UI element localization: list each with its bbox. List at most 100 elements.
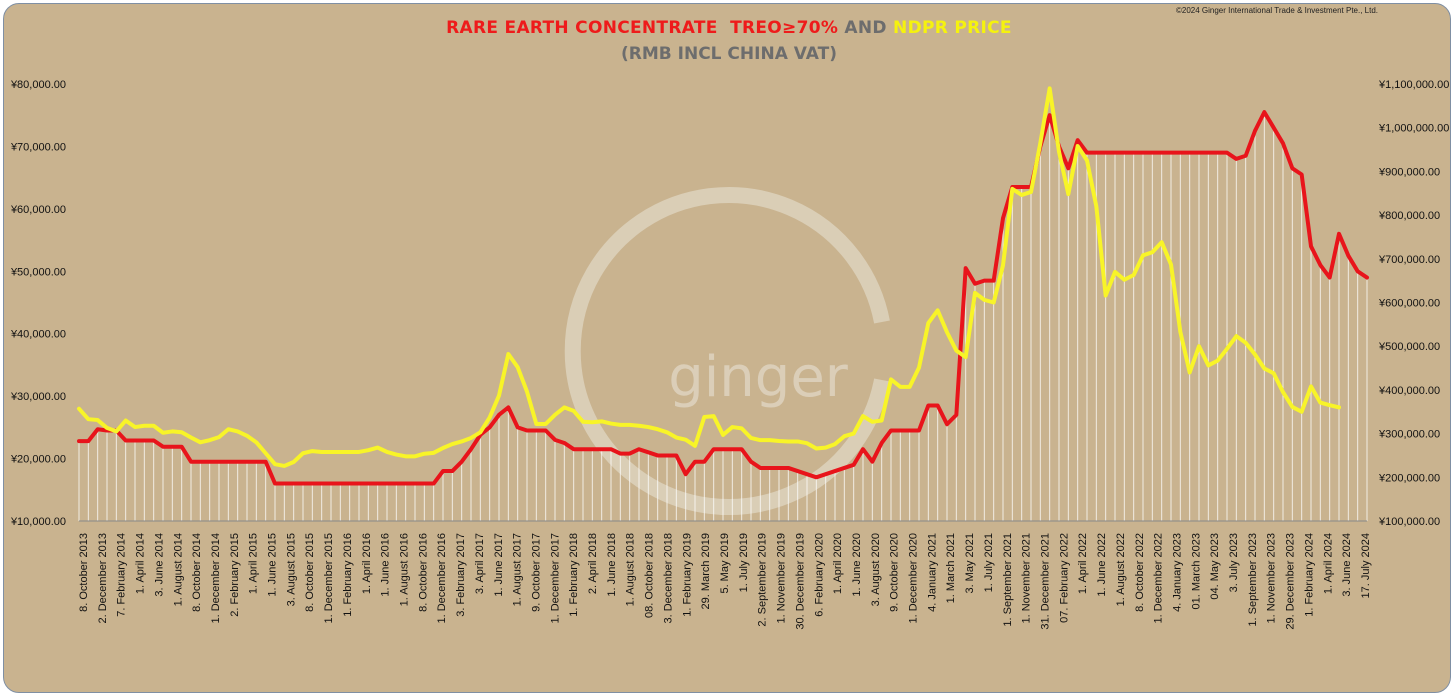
ndpr-series-point bbox=[618, 423, 622, 427]
ndpr-series-point bbox=[180, 430, 184, 434]
treo-series-point bbox=[469, 447, 473, 451]
ndpr-series-point bbox=[712, 414, 716, 418]
treo-series-point bbox=[758, 466, 762, 470]
x-axis-tick-label: 1. August 2016 bbox=[399, 533, 411, 606]
x-axis-tick-label: 1. November 2023 bbox=[1266, 533, 1278, 624]
treo-series-point bbox=[1001, 216, 1005, 220]
treo-series-point bbox=[1150, 151, 1154, 155]
treo-series-point bbox=[646, 450, 650, 454]
treo-series-point bbox=[805, 472, 809, 476]
ndpr-series-point bbox=[684, 438, 688, 442]
treo-series-point bbox=[404, 481, 408, 486]
ndpr-series-point bbox=[553, 413, 557, 417]
ndpr-series-point bbox=[609, 421, 613, 426]
ndpr-series-point bbox=[1262, 366, 1266, 371]
treo-series-point bbox=[796, 469, 800, 473]
ndpr-series-point bbox=[301, 451, 305, 455]
treo-series-point bbox=[964, 266, 968, 270]
ndpr-series-point bbox=[245, 434, 249, 438]
ndpr-series-point bbox=[320, 450, 324, 454]
ndpr-series-point bbox=[562, 405, 566, 409]
x-axis-tick-label: 1. June 2016 bbox=[380, 533, 392, 597]
treo-series-point bbox=[534, 428, 538, 433]
x-axis-tick-label: 04. May 2023 bbox=[1209, 533, 1221, 600]
ndpr-series-point bbox=[646, 425, 650, 429]
x-axis-tick-label: 01. March 2023 bbox=[1190, 533, 1202, 609]
treo-series-point bbox=[450, 469, 454, 473]
treo-series-point bbox=[581, 447, 585, 451]
ndpr-series-point bbox=[142, 424, 146, 428]
ndpr-series-point bbox=[973, 291, 977, 295]
ndpr-series-point bbox=[86, 417, 90, 421]
treo-series-point bbox=[460, 460, 464, 464]
x-axis-tick-label: 4. January 2021 bbox=[926, 533, 938, 612]
ndpr-series-point bbox=[357, 450, 361, 454]
left-axis-tick-label: ¥50,000.00 bbox=[10, 266, 66, 278]
x-axis-tick-label: 3. June 2014 bbox=[153, 533, 165, 597]
treo-series-point bbox=[973, 282, 977, 286]
treo-series-point bbox=[982, 279, 986, 283]
left-axis-tick-label: ¥70,000.00 bbox=[10, 141, 66, 153]
right-axis-tick-label: ¥800,000.00 bbox=[1378, 210, 1440, 222]
treo-series-point bbox=[880, 441, 884, 445]
treo-series-point bbox=[1066, 166, 1070, 170]
x-axis-tick-label: 3. July 2023 bbox=[1228, 533, 1240, 592]
ndpr-series-point bbox=[282, 464, 286, 468]
ndpr-series-point bbox=[478, 430, 482, 434]
watermark-text: ginger bbox=[668, 345, 849, 410]
x-axis-tick-label: 1. February 2018 bbox=[568, 533, 580, 617]
treo-series-point bbox=[189, 460, 193, 464]
left-axis-tick-label: ¥20,000.00 bbox=[10, 454, 66, 466]
treo-series-point bbox=[609, 447, 613, 451]
ndpr-series-point bbox=[1244, 341, 1248, 345]
treo-series-point bbox=[301, 481, 305, 486]
treo-series-point bbox=[1328, 275, 1332, 280]
ndpr-series-point bbox=[226, 427, 230, 431]
ndpr-series-point bbox=[348, 450, 352, 454]
treo-series-point bbox=[1356, 269, 1360, 273]
treo-series-point bbox=[422, 481, 426, 486]
x-axis-tick-label: 1. December 2020 bbox=[908, 533, 920, 624]
left-axis-tick-label: ¥80,000.00 bbox=[10, 79, 66, 91]
ndpr-series-point bbox=[525, 390, 529, 394]
x-axis-tick-label: 2. September 2019 bbox=[757, 533, 769, 627]
x-axis-tick-label: 1. February 2024 bbox=[1303, 533, 1315, 617]
x-axis-tick-label: 1. December 2014 bbox=[210, 533, 222, 624]
treo-series-point bbox=[936, 403, 940, 408]
treo-series-point bbox=[236, 460, 240, 464]
left-axis-tick-label: ¥40,000.00 bbox=[10, 329, 66, 341]
ndpr-series-point bbox=[581, 420, 585, 424]
treo-series-point bbox=[637, 447, 641, 451]
treo-series-point bbox=[684, 472, 688, 476]
x-axis-tick-label: 1. June 2022 bbox=[1096, 533, 1108, 597]
treo-series-point bbox=[702, 460, 706, 464]
treo-series-point bbox=[1309, 244, 1313, 248]
ndpr-series-point bbox=[1178, 330, 1182, 334]
treo-series-point bbox=[674, 453, 678, 458]
treo-series-point bbox=[1020, 185, 1024, 189]
ndpr-series-point bbox=[730, 425, 734, 429]
treo-series-point bbox=[628, 451, 632, 456]
ndpr-series-point bbox=[105, 426, 109, 430]
ndpr-series-point bbox=[758, 438, 762, 442]
treo-series-point bbox=[1197, 151, 1201, 155]
ndpr-series-point bbox=[1076, 144, 1080, 148]
ndpr-series-point bbox=[1253, 352, 1257, 357]
treo-series-point bbox=[264, 460, 268, 464]
ndpr-series-point bbox=[656, 427, 660, 431]
ndpr-series-point bbox=[693, 444, 697, 448]
ndpr-series-point bbox=[1048, 86, 1052, 90]
ndpr-series-point bbox=[1300, 410, 1304, 414]
treo-series-point bbox=[833, 469, 837, 473]
treo-series-point bbox=[180, 445, 184, 449]
treo-series-point bbox=[852, 463, 856, 467]
right-axis-labels: ¥100,000.00 ¥200,000.00 ¥300,000.00 ¥400,00… bbox=[1378, 79, 1449, 528]
treo-series-point bbox=[1122, 151, 1126, 155]
ndpr-series-point bbox=[572, 409, 576, 413]
ndpr-series-point bbox=[1029, 190, 1033, 194]
ndpr-series-point bbox=[992, 300, 996, 305]
ndpr-series-point bbox=[1318, 400, 1322, 405]
x-axis-tick-label: 1. September 2023 bbox=[1247, 533, 1259, 627]
ndpr-series-point bbox=[394, 452, 398, 457]
x-axis-tick-label: 1. November 2021 bbox=[1021, 533, 1033, 624]
